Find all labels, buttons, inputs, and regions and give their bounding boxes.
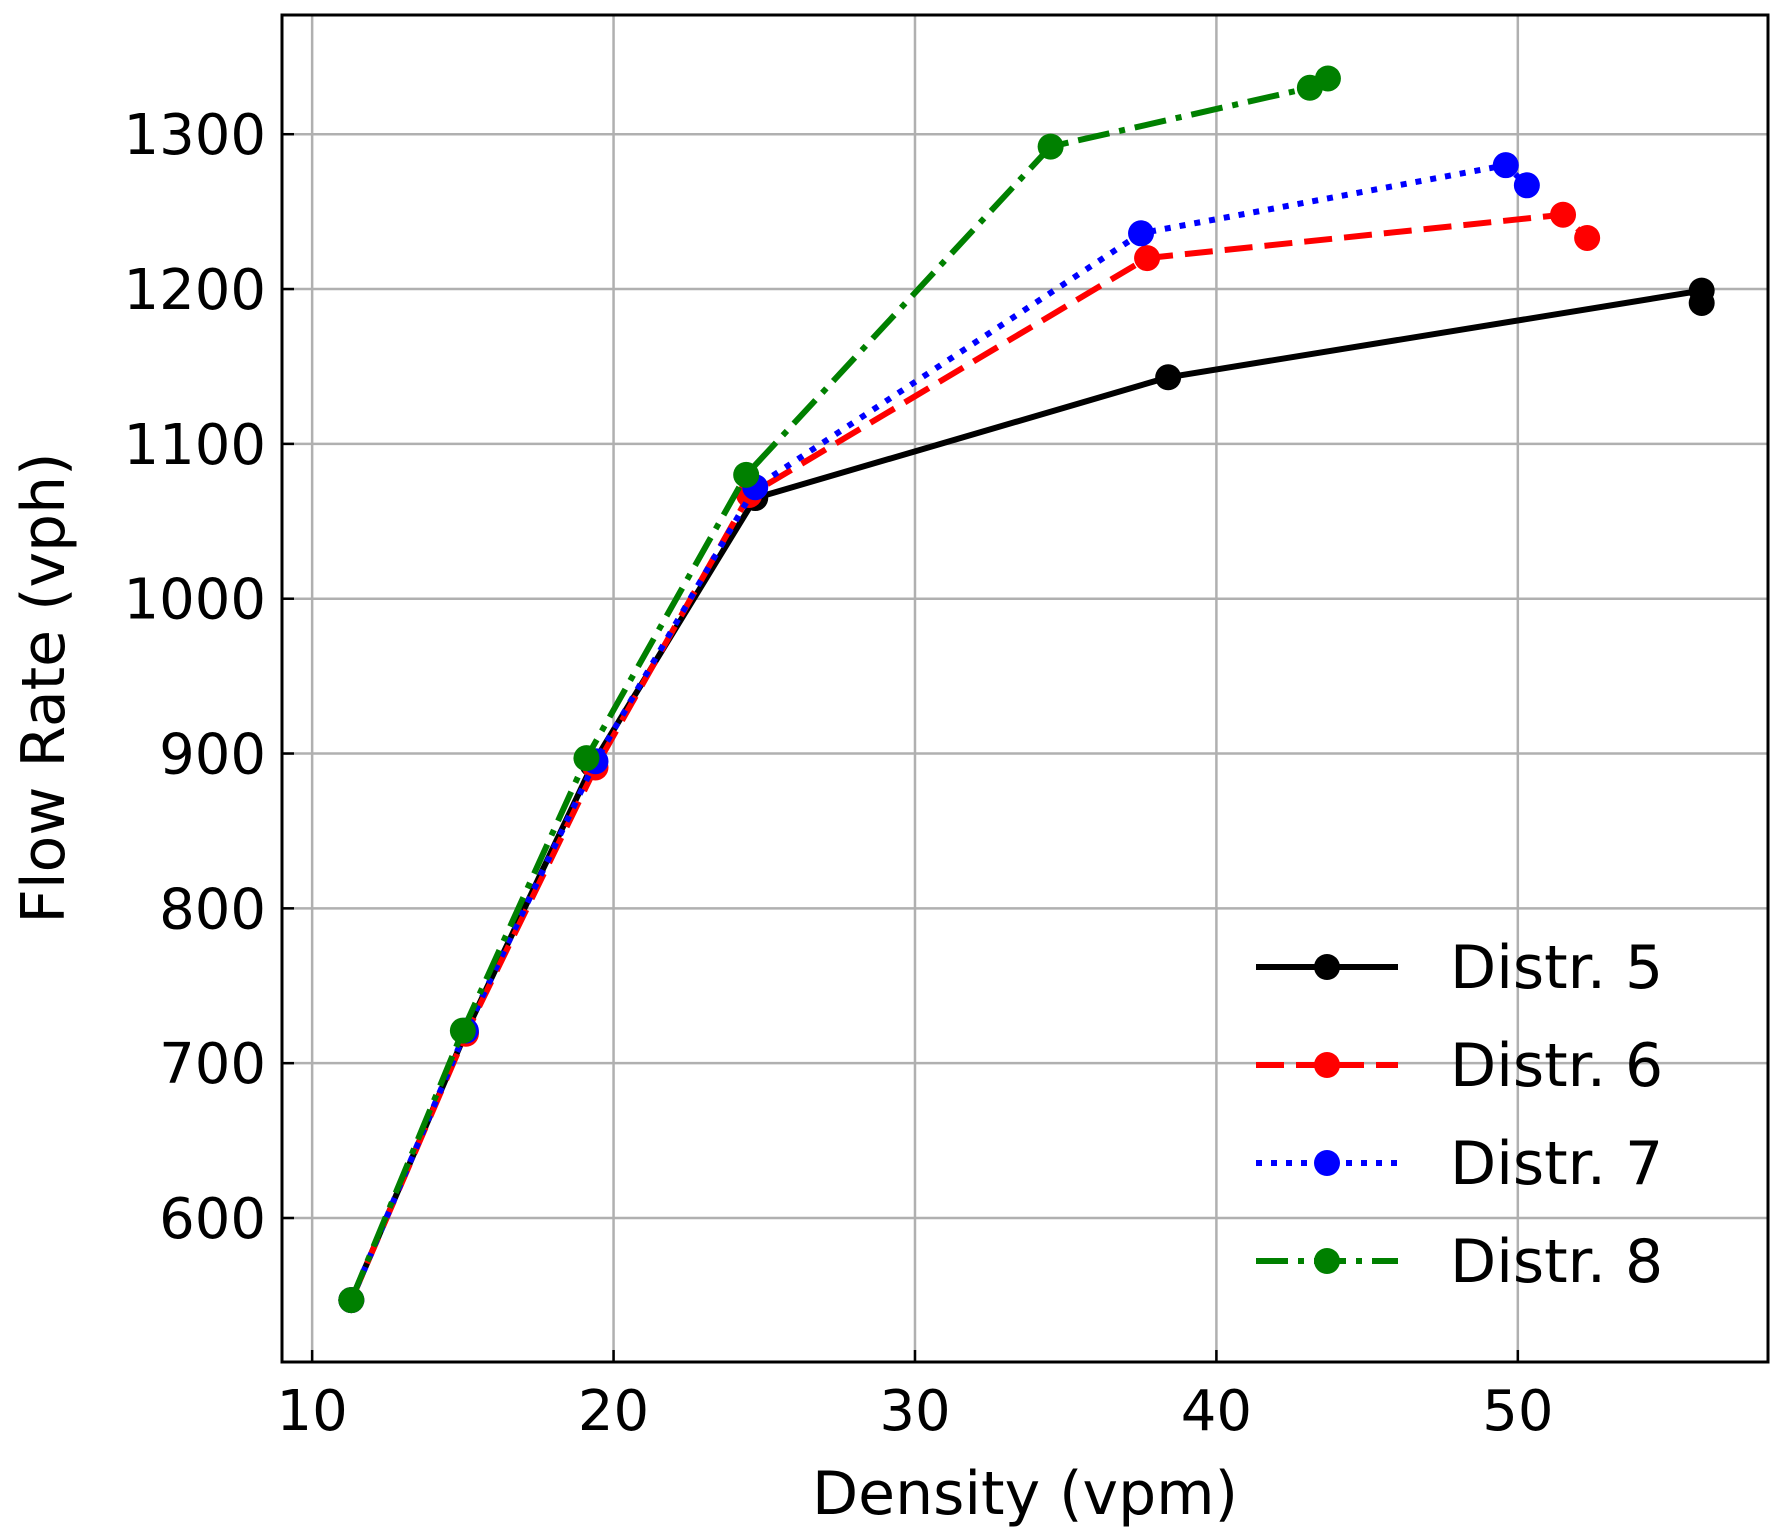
data-point-distr-8 [1037,133,1064,160]
legend: Distr. 5 Distr. 6 Distr. 7 Distr. 8 [1256,933,1663,1297]
legend-marker-distr-7 [1314,1150,1340,1176]
legend-marker-distr-8 [1314,1248,1340,1274]
data-point-distr-5 [1688,289,1715,316]
y-tick-label: 1000 [123,568,266,633]
data-point-distr-6 [1574,224,1601,251]
x-tick-label: 20 [578,1379,649,1444]
legend-marker-distr-5 [1314,954,1340,980]
legend-label-distr-7: Distr. 7 [1450,1129,1663,1199]
grid-lines [282,15,1768,1362]
y-tick-label: 700 [159,1032,266,1097]
data-point-distr-8 [573,745,600,772]
x-tick-label: 40 [1181,1379,1252,1444]
plot-frame [280,13,1770,1364]
y-axis-label: Flow Rate (vph) [9,452,79,923]
legend-item-distr-6: Distr. 6 [1256,1031,1663,1101]
data-point-distr-6 [1550,201,1577,228]
data-point-distr-8 [449,1017,476,1044]
y-tick-label: 1100 [123,413,266,478]
x-tick-label: 30 [879,1379,950,1444]
y-tick-label: 1300 [123,103,266,168]
legend-marker-distr-6 [1314,1052,1340,1078]
data-point-distr-8 [338,1287,365,1314]
data-point-distr-8 [733,461,760,488]
legend-item-distr-5: Distr. 5 [1256,933,1663,1003]
x-tick-label: 50 [1482,1379,1553,1444]
legend-label-distr-8: Distr. 8 [1450,1227,1663,1297]
plot-series [338,65,1715,1314]
legend-item-distr-7: Distr. 7 [1256,1129,1663,1199]
data-point-distr-7 [1128,220,1155,247]
series-line-distr-6 [348,211,1590,1302]
series-line-distr-7 [348,162,1529,1302]
series-distr-7 [338,152,1540,1314]
series-distr-6 [338,201,1601,1314]
y-tick-label: 800 [159,877,266,942]
legend-label-distr-6: Distr. 6 [1450,1031,1663,1101]
data-point-distr-7 [1513,172,1540,199]
y-tick-label: 600 [159,1187,266,1252]
x-tick-label: 10 [277,1379,348,1444]
x-axis-label: Density (vpm) [812,1459,1238,1529]
data-point-distr-7 [1492,152,1519,179]
series-line-distr-8 [348,75,1330,1302]
y-tick-label: 1200 [123,258,266,323]
data-point-distr-6 [1134,245,1161,272]
data-point-distr-5 [1155,364,1182,391]
legend-item-distr-8: Distr. 8 [1256,1227,1663,1297]
legend-label-distr-5: Distr. 5 [1450,933,1663,1003]
series-distr-8 [338,65,1341,1314]
data-point-distr-8 [1314,65,1341,92]
y-tick-label: 900 [159,723,266,788]
axis-ticks: 10 20 30 40 50 600 700 800 900 1000 1100 1200 1300 [123,103,1553,1444]
